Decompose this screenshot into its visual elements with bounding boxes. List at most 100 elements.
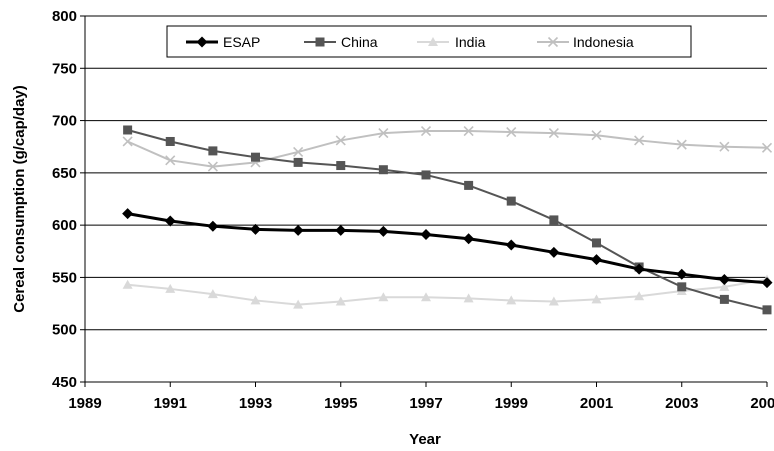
- data-point-india: [122, 279, 133, 289]
- x-tick-label: 1991: [154, 395, 187, 412]
- data-point-esap: [505, 239, 517, 251]
- x-tick-label: 2001: [580, 395, 613, 412]
- gridlines: [80, 15, 768, 387]
- legend-label: India: [455, 34, 486, 50]
- data-point-esap: [164, 215, 176, 227]
- legend-marker-square-icon: [315, 37, 325, 47]
- data-point-indonesia: [761, 142, 773, 153]
- data-point-india: [335, 296, 346, 306]
- data-point-esap: [335, 224, 347, 236]
- data-point-india: [506, 295, 517, 305]
- data-point-china: [506, 196, 516, 206]
- y-tick-label: 450: [52, 374, 77, 391]
- x-tick-label: 1995: [324, 395, 357, 412]
- x-tick-label: 1999: [495, 395, 528, 412]
- data-point-esap: [633, 263, 645, 275]
- data-point-esap: [676, 268, 688, 280]
- series-india: [122, 274, 772, 309]
- data-point-indonesia: [634, 135, 645, 146]
- data-point-china: [677, 282, 687, 292]
- y-tick-label: 600: [52, 217, 77, 234]
- data-point-china: [592, 238, 601, 248]
- data-point-china: [123, 125, 133, 135]
- data-point-indonesia: [378, 128, 389, 139]
- x-tick-labels: 1989 1991 1993 1995 1997 1999 2001 2003 2005: [68, 395, 774, 412]
- data-point-china: [208, 146, 218, 156]
- series-china: [123, 125, 772, 315]
- x-tick-label: 1997: [409, 395, 442, 412]
- data-point-esap: [463, 233, 475, 245]
- legend-label: ESAP: [223, 34, 260, 50]
- data-point-indonesia: [506, 127, 517, 138]
- data-point-indonesia: [207, 161, 218, 172]
- data-point-india: [378, 292, 389, 302]
- data-point-esap: [591, 254, 602, 266]
- legend-item-esap: ESAP: [186, 34, 260, 50]
- data-point-china: [293, 157, 303, 167]
- y-tick-label: 800: [52, 8, 77, 25]
- data-point-indonesia: [676, 139, 687, 150]
- legend-item-indonesia: Indonesia: [537, 34, 634, 50]
- series-line-indonesia: [127, 130, 768, 168]
- axes: [84, 16, 767, 383]
- data-point-china: [165, 136, 175, 146]
- data-point-indonesia: [420, 125, 432, 137]
- data-point-indonesia: [463, 125, 474, 137]
- legend-label: Indonesia: [573, 34, 634, 50]
- series-lines: [122, 125, 773, 315]
- data-point-esap: [292, 224, 304, 236]
- data-point-esap: [420, 229, 432, 241]
- y-tick-label: 700: [52, 113, 77, 130]
- data-point-india: [634, 291, 645, 301]
- data-point-china: [378, 165, 388, 175]
- data-point-indonesia: [335, 135, 346, 146]
- data-point-india: [165, 283, 176, 293]
- data-point-esap: [207, 220, 219, 232]
- legend-label: China: [341, 34, 378, 50]
- legend: ESAP China India Indonesia: [166, 25, 692, 58]
- data-point-indonesia: [548, 128, 559, 139]
- data-point-india: [250, 295, 261, 305]
- x-axis-title: Year: [409, 431, 441, 448]
- data-point-esap: [377, 225, 389, 237]
- y-axis-title: Cereal consumption (g/cap/day): [11, 85, 28, 313]
- y-tick-labels: 450 500 550 600 650 700 750 800: [52, 8, 77, 391]
- data-point-india: [548, 296, 559, 306]
- data-point-esap: [718, 274, 730, 286]
- data-point-china: [421, 170, 431, 180]
- series-line-esap: [127, 212, 768, 285]
- y-tick-label: 550: [52, 269, 77, 286]
- data-point-esap: [250, 223, 261, 235]
- legend-marker-diamond-icon: [196, 36, 208, 48]
- x-tick-label: 2005: [750, 395, 774, 412]
- data-point-india: [719, 281, 730, 291]
- data-point-indonesia: [122, 136, 133, 147]
- data-point-india: [421, 292, 431, 302]
- data-point-china: [549, 215, 559, 225]
- legend-item-china: China: [304, 34, 378, 50]
- data-point-indonesia: [293, 146, 304, 158]
- data-point-indonesia: [165, 155, 176, 166]
- legend-item-india: India: [417, 34, 486, 50]
- data-point-india: [207, 289, 218, 299]
- y-tick-label: 750: [52, 60, 77, 77]
- legend-marker-x-icon: [547, 36, 559, 48]
- data-point-indonesia: [719, 141, 730, 152]
- data-point-esap: [122, 208, 134, 220]
- data-point-china: [464, 180, 474, 190]
- data-point-china: [719, 294, 729, 304]
- data-point-india: [591, 294, 602, 304]
- y-tick-label: 500: [52, 322, 77, 339]
- data-point-india: [463, 293, 474, 303]
- data-point-esap: [548, 246, 560, 258]
- series-line-india: [127, 278, 768, 306]
- series-line-china: [127, 129, 768, 311]
- data-point-esap: [761, 277, 773, 289]
- series-esap: [122, 208, 773, 289]
- data-point-india: [293, 299, 304, 309]
- data-point-indonesia: [591, 130, 602, 141]
- x-tick-label: 1993: [239, 395, 272, 412]
- x-tick-label: 1989: [68, 395, 101, 412]
- x-tick-label: 2003: [665, 395, 698, 412]
